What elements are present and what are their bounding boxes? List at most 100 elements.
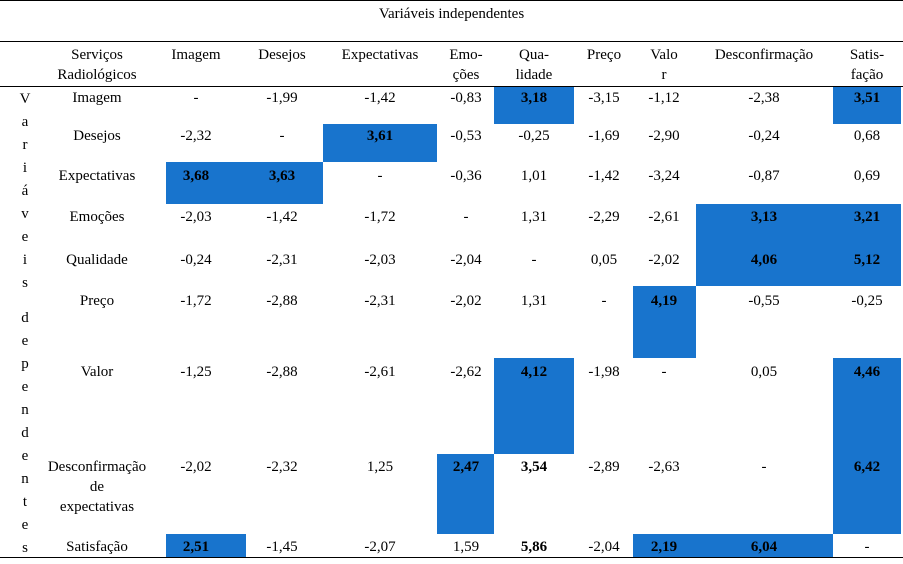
side-label-letter: n <box>21 471 29 487</box>
side-label-letter: e <box>21 229 29 245</box>
table-cell: - <box>463 209 469 225</box>
side-label-letter: s <box>22 540 28 556</box>
table-cell: -1,72 <box>180 293 212 309</box>
table-cell: -0,83 <box>450 90 482 106</box>
table-cell: -1,42 <box>588 168 620 184</box>
table-cell: -2,32 <box>180 128 212 144</box>
column-header: Preço <box>574 45 634 65</box>
column-header: Expectativas <box>325 45 435 65</box>
table-cell: -2,88 <box>266 364 298 380</box>
column-header-line: ções <box>452 67 480 83</box>
row-label: Expectativas <box>32 166 162 186</box>
highlight-block <box>833 87 901 124</box>
table-cell: -1,69 <box>588 128 620 144</box>
table-cell: 0,05 <box>590 252 618 268</box>
table-cell: 4,06 <box>750 252 778 268</box>
side-label-letter: d <box>21 310 29 326</box>
table-cell: -1,72 <box>364 209 396 225</box>
table-cell: -0,53 <box>450 128 482 144</box>
table-title: Variáveis independentes <box>378 6 525 22</box>
row-label-line: expectativas <box>59 499 135 515</box>
row-label: Desejos <box>32 126 162 146</box>
side-label-letter: p <box>21 356 29 372</box>
table-cell: -0,36 <box>450 168 482 184</box>
table-cell: 3,54 <box>520 459 548 475</box>
side-label-letter: a <box>21 114 29 130</box>
side-label-letter: e <box>21 379 29 395</box>
table-cell: 3,68 <box>182 168 210 184</box>
table-cell: 3,61 <box>366 128 394 144</box>
table-cell: - <box>279 128 285 144</box>
column-header-line: lidade <box>515 67 553 83</box>
table-cell: - <box>377 168 383 184</box>
row-label-line: Desconfirmação <box>47 459 147 475</box>
table-cell: -2,63 <box>648 459 680 475</box>
table-cell: -2,04 <box>588 539 620 555</box>
table-cell: -2,90 <box>648 128 680 144</box>
table-cell: -2,02 <box>648 252 680 268</box>
table-cell: -2,88 <box>266 293 298 309</box>
row-label-line: Emoções <box>69 209 125 225</box>
table-cell: 2,19 <box>650 539 678 555</box>
row-label: Preço <box>32 291 162 311</box>
column-header: Satis-fação <box>834 45 900 85</box>
table-cell: 3,63 <box>268 168 296 184</box>
table-cell: -2,62 <box>450 364 482 380</box>
side-label-letter: e <box>21 517 29 533</box>
table-cell: -1,42 <box>364 90 396 106</box>
side-label-letter: V <box>19 91 31 107</box>
column-header-line: Radiológicos <box>57 67 137 83</box>
table-cell: -2,61 <box>364 364 396 380</box>
table-cell: 6,04 <box>750 539 778 555</box>
highlight-block <box>323 124 437 162</box>
column-header: Imagem <box>161 45 231 65</box>
table-cell: -0,24 <box>180 252 212 268</box>
title-rule <box>0 41 903 42</box>
table-cell: -1,98 <box>588 364 620 380</box>
highlight-block <box>166 534 246 557</box>
row-label: Satisfação <box>32 537 162 557</box>
table-cell: -0,24 <box>748 128 780 144</box>
table-cell: -3,24 <box>648 168 680 184</box>
column-header-line: Desejos <box>258 47 306 63</box>
table-cell: 3,13 <box>750 209 778 225</box>
table-cell: -0,25 <box>851 293 883 309</box>
row-label: Valor <box>32 362 162 382</box>
side-label-letter <box>18 295 32 307</box>
table-cell: -2,02 <box>450 293 482 309</box>
table-cell: 2,47 <box>452 459 480 475</box>
highlight-block <box>696 204 833 286</box>
row-label-line: Expectativas <box>58 168 136 184</box>
row-label-line: Satisfação <box>66 539 128 555</box>
bottom-rule <box>0 557 903 558</box>
column-header-line: Serviços <box>71 47 123 63</box>
side-label-letter: s <box>22 275 28 291</box>
table-cell: 1,01 <box>520 168 548 184</box>
column-header-line: Valo <box>650 47 678 63</box>
table-cell: -2,04 <box>450 252 482 268</box>
table-cell: 2,51 <box>182 539 210 555</box>
column-header-line: Satis- <box>849 47 885 63</box>
top-rule <box>0 0 903 1</box>
table-cell: -0,87 <box>748 168 780 184</box>
column-header-line: Qua- <box>519 47 549 63</box>
row-label-line: Imagem <box>72 90 122 106</box>
table-cell: 0,05 <box>750 364 778 380</box>
table-cell: -2,32 <box>266 459 298 475</box>
table-cell: -2,31 <box>266 252 298 268</box>
table-cell: 1,25 <box>366 459 394 475</box>
side-label-letter: r <box>22 137 28 153</box>
table-cell: - <box>864 539 870 555</box>
side-label-letter: d <box>21 425 29 441</box>
highlight-block <box>494 358 574 454</box>
row-label: Desconfirmação de expectativas <box>32 457 162 517</box>
highlight-block <box>633 534 833 557</box>
column-header: Desejos <box>242 45 322 65</box>
table-cell: 1,31 <box>520 209 548 225</box>
table-cell: 1,31 <box>520 293 548 309</box>
row-label-line: de <box>89 479 105 495</box>
row-label: Emoções <box>32 207 162 227</box>
side-label-letter: e <box>21 333 29 349</box>
table-cell: -0,25 <box>518 128 550 144</box>
highlight-block <box>166 162 323 204</box>
